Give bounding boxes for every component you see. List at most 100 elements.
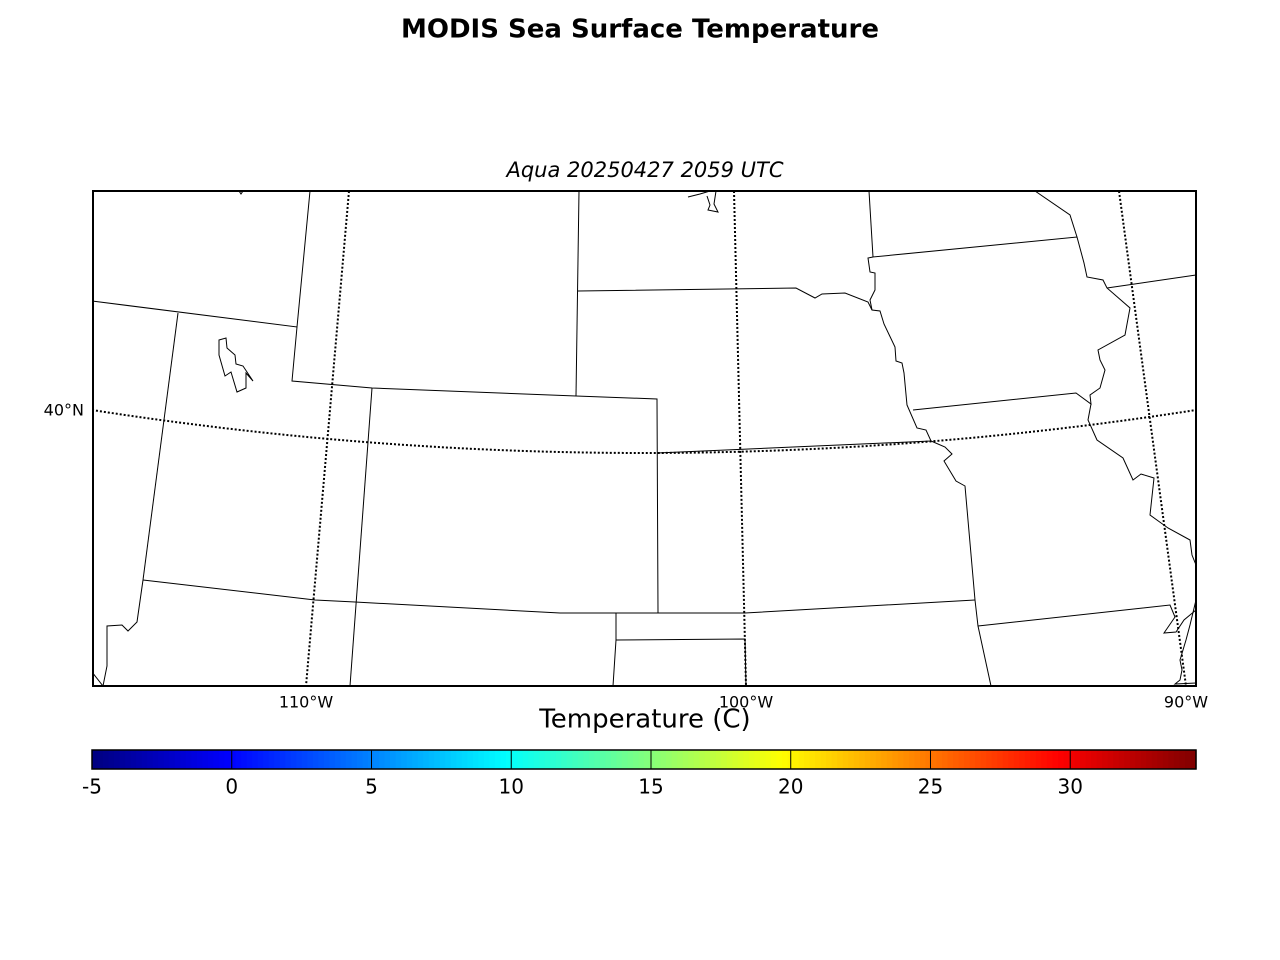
colorbar-swatch: [975, 750, 982, 769]
colorbar-swatch: [202, 750, 209, 769]
colorbar-swatch: [1002, 750, 1009, 769]
colorbar-swatch: [936, 750, 943, 769]
colorbar-swatch: [412, 750, 419, 769]
meridian: [733, 191, 747, 686]
colorbar-tick-label: -5: [82, 775, 102, 799]
colorbar-swatch: [931, 750, 938, 769]
colorbar-swatch: [517, 750, 524, 769]
colorbar-swatch: [732, 750, 739, 769]
colorbar-swatch: [748, 750, 755, 769]
colorbar-swatch: [1063, 750, 1070, 769]
colorbar-swatch: [522, 750, 529, 769]
colorbar-swatch: [528, 750, 535, 769]
colorbar-swatch: [666, 750, 673, 769]
colorbar-swatch: [743, 750, 750, 769]
colorbar-swatch: [1069, 750, 1076, 769]
colorbar-tick-label: 20: [778, 775, 803, 799]
colorbar-swatch: [500, 750, 507, 769]
colorbar-swatch: [103, 750, 110, 769]
colorbar-swatch: [693, 750, 700, 769]
colorbar-swatch: [715, 750, 722, 769]
colorbar-swatch: [1041, 750, 1048, 769]
colorbar-swatch: [312, 750, 319, 769]
colorbar-swatch: [478, 750, 485, 769]
colorbar-swatch: [942, 750, 949, 769]
colorbar-swatch: [964, 750, 971, 769]
colorbar-swatch: [1085, 750, 1092, 769]
colorbar-swatch: [406, 750, 413, 769]
colorbar-swatch: [864, 750, 871, 769]
colorbar-swatch: [1124, 750, 1131, 769]
colorbar-swatch: [1074, 750, 1081, 769]
colorbar-swatch: [903, 750, 910, 769]
colorbar-swatch: [224, 750, 231, 769]
colorbar-tick-label: 30: [1058, 775, 1083, 799]
colorbar-tick-label: 15: [638, 775, 663, 799]
colorbar-swatch: [362, 750, 369, 769]
colorbar-swatch: [158, 750, 165, 769]
colorbar-swatch: [638, 750, 645, 769]
colorbar-swatch: [213, 750, 220, 769]
colorbar-swatch: [152, 750, 159, 769]
colorbar-swatch: [859, 750, 866, 769]
parallel-label: 40°N: [44, 401, 84, 420]
colorbar-swatch: [594, 750, 601, 769]
colorbar-swatch: [136, 750, 143, 769]
colorbar-swatch: [351, 750, 358, 769]
colorbar-swatch: [290, 750, 297, 769]
colorbar-swatch: [356, 750, 364, 769]
colorbar-swatch: [831, 750, 838, 769]
colorbar-swatch: [494, 750, 502, 769]
colorbar-swatch: [699, 750, 706, 769]
colorbar-swatch: [704, 750, 711, 769]
colorbar-swatch: [804, 750, 811, 769]
colorbar: [91, 749, 1197, 770]
colorbar-swatch: [1129, 750, 1136, 769]
colorbar-swatch: [627, 750, 634, 769]
colorbar-swatch: [677, 750, 684, 769]
colorbar-swatch: [655, 750, 662, 769]
colorbar-label: Temperature (C): [538, 705, 750, 735]
colorbar-swatch: [577, 750, 584, 769]
colorbar-swatch: [1019, 750, 1026, 769]
map-frame: [92, 190, 1197, 687]
colorbar-swatch: [997, 750, 1004, 769]
colorbar-swatch: [467, 750, 474, 769]
colorbar-tick-label: 0: [225, 775, 238, 799]
colorbar-swatch: [450, 750, 457, 769]
colorbar-swatch: [892, 750, 899, 769]
colorbar-swatch: [506, 750, 513, 769]
colorbar-swatch: [837, 750, 844, 769]
colorbar-swatch: [958, 750, 965, 769]
colorbar-swatch: [809, 750, 816, 769]
colorbar-swatch: [345, 750, 353, 769]
colorbar-swatch: [776, 750, 783, 769]
colorbar-swatch: [373, 750, 380, 769]
colorbar-swatch: [417, 750, 424, 769]
colorbar-swatch: [815, 750, 822, 769]
colorbar-swatch: [1024, 750, 1031, 769]
colorbar-swatch: [423, 750, 430, 769]
colorbar-swatch: [472, 750, 479, 769]
colorbar-swatch: [334, 750, 341, 769]
colorbar-swatch: [550, 750, 557, 769]
colorbar-swatch: [401, 750, 408, 769]
colorbar-swatch: [947, 750, 954, 769]
colorbar-swatch: [257, 750, 264, 769]
colorbar-swatch: [572, 750, 579, 769]
colorbar-swatch: [671, 750, 678, 769]
colorbar-swatch: [1157, 750, 1164, 769]
colorbar-swatch: [390, 750, 397, 769]
state-borders: [93, 191, 1196, 686]
colorbar-swatch: [737, 750, 744, 769]
colorbar-swatch: [1008, 750, 1015, 769]
colorbar-swatch: [263, 750, 270, 769]
colorbar-swatch: [754, 750, 761, 769]
colorbar-swatch: [848, 750, 855, 769]
colorbar-swatch: [875, 750, 882, 769]
colorbar-swatch: [218, 750, 226, 769]
colorbar-swatch: [119, 750, 126, 769]
colorbar-swatch: [539, 750, 546, 769]
subtitle: Aqua 20250427 2059 UTC: [504, 158, 783, 182]
colorbar-swatch: [461, 750, 468, 769]
